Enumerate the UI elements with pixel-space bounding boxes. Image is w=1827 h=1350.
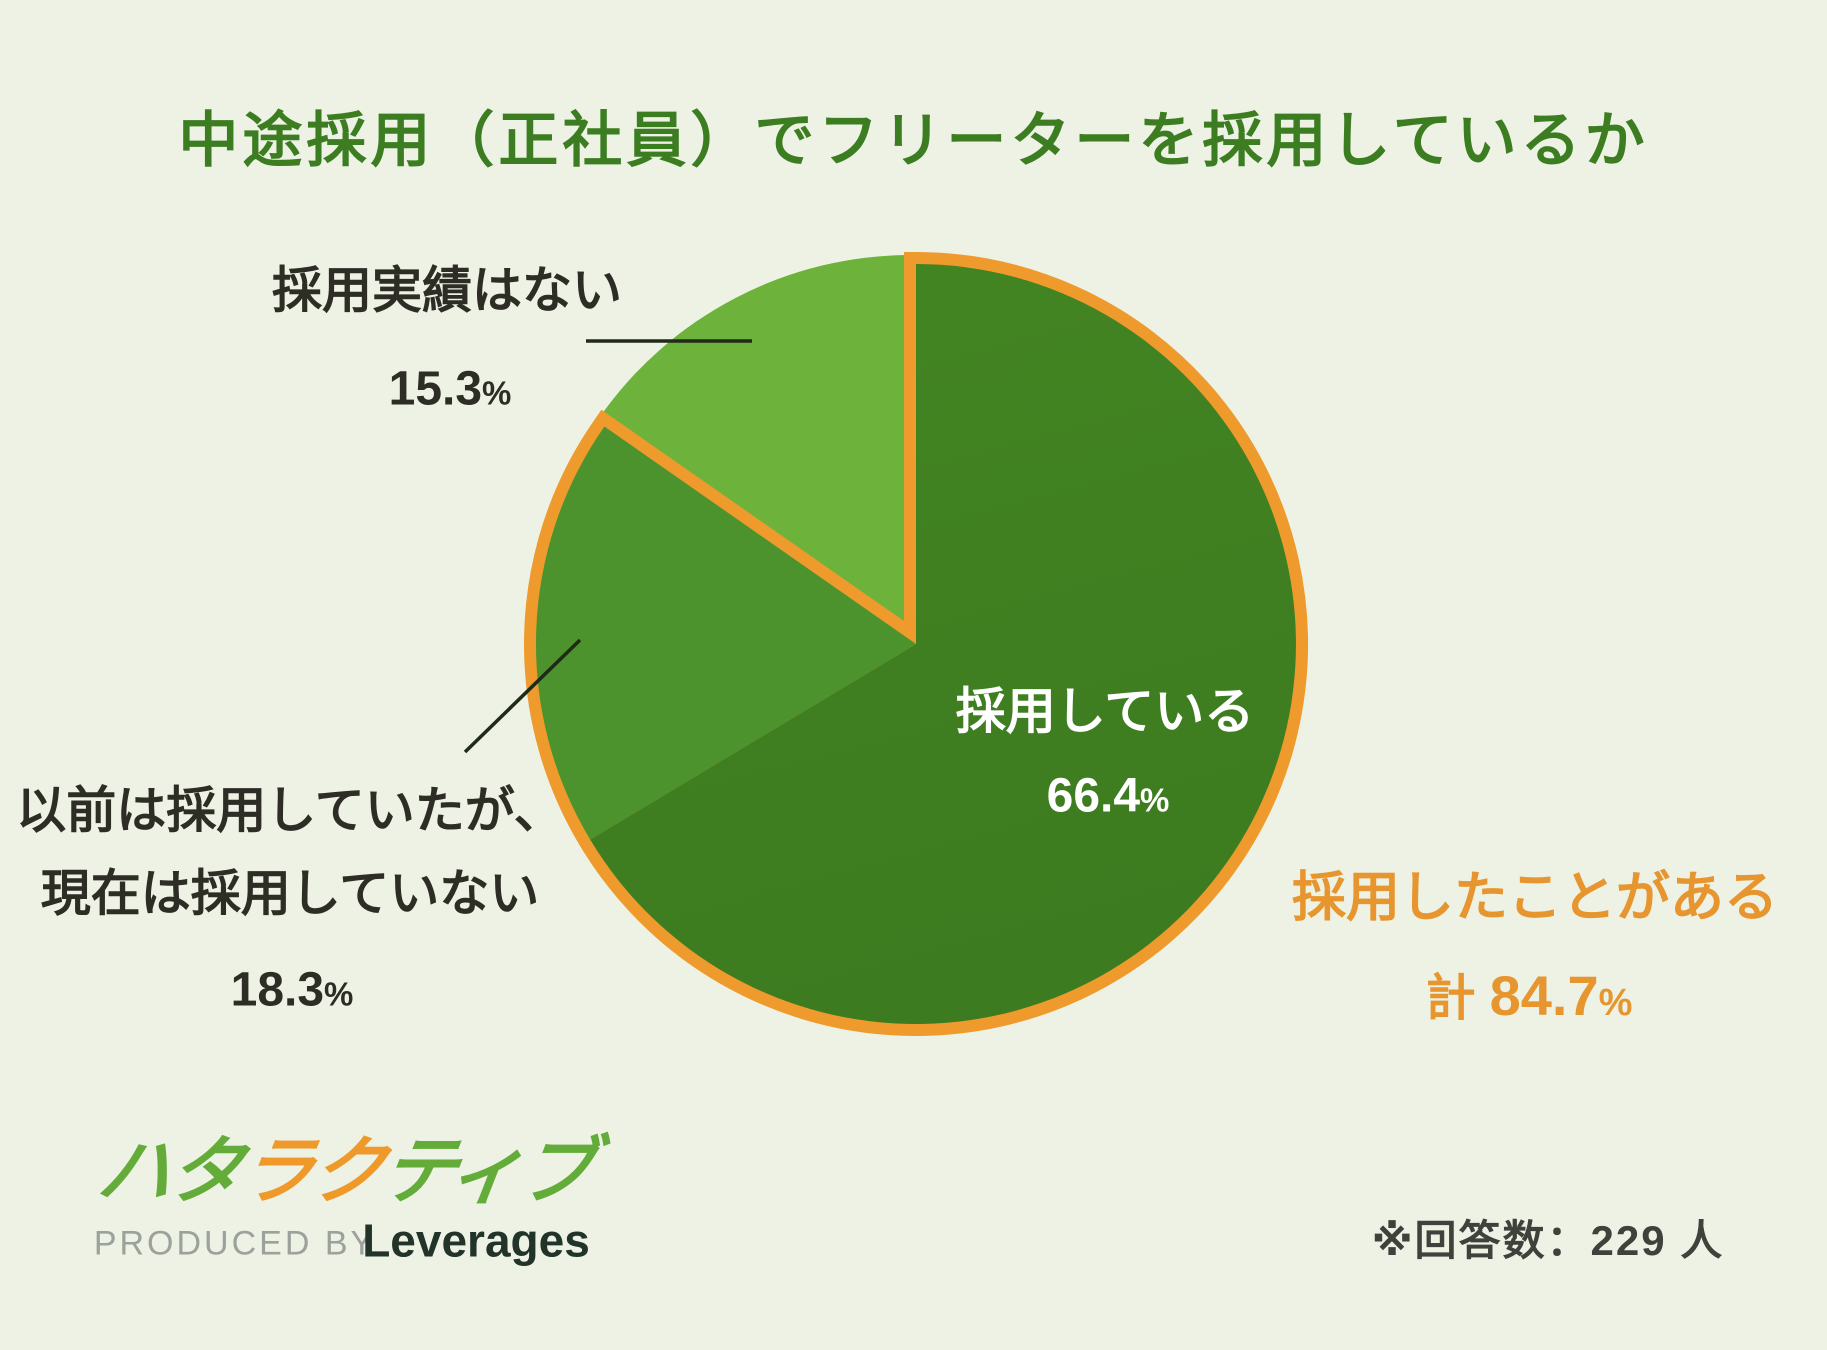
pie-slice-hiring: [590, 264, 1296, 1024]
annotation-hired-total-prefix: 計: [1425, 970, 1476, 1027]
logo-part-green2: ティブ: [376, 1129, 598, 1213]
label-previously-line2: 現在は採用していない: [40, 865, 540, 922]
logo-company-name: Leverages: [362, 1214, 590, 1267]
annotation-hired-total-value: 84.7: [1489, 964, 1599, 1028]
label-hiring-percent-value: 66.4: [1046, 769, 1141, 823]
label-no-record-text: 採用実績はない: [272, 262, 622, 319]
logo-produced-by: PRODUCED BY: [93, 1224, 377, 1263]
pie-slice-no-record: [599, 255, 911, 635]
label-hiring-text: 採用している: [955, 683, 1255, 740]
label-hiring-percent-unit: %: [1140, 781, 1170, 819]
label-no-record-percent: 15.3%: [388, 362, 512, 417]
chart-title: 中途採用（正社員）でフリーターを採用しているか: [178, 107, 1649, 174]
logo-part-orange: ラク: [234, 1129, 389, 1213]
label-previously-percent-value: 18.3: [230, 963, 325, 1017]
label-previously-percent-unit: %: [324, 975, 354, 1013]
label-hiring-percent: 66.4%: [1046, 769, 1170, 824]
label-no-record-percent-unit: %: [482, 374, 512, 412]
respondent-count-note: ※回答数：229 人: [1371, 1216, 1725, 1264]
annotation-hired-total-percent: 計 84.7%: [1426, 965, 1633, 1027]
label-previously-line1: 以前は採用していたが、: [16, 782, 564, 839]
annotation-hired-total-unit: %: [1598, 982, 1633, 1025]
logo-part-green1: ハタ: [92, 1129, 247, 1213]
leader-line-previously: [463, 638, 582, 754]
pie-slice-previously: [535, 426, 916, 840]
annotation-hired-total-text: 採用したことがある: [1292, 867, 1778, 928]
hatarakutive-logo: ハタラクティブ: [92, 1129, 598, 1213]
label-no-record-percent-value: 15.3: [388, 362, 483, 416]
label-previously-percent: 18.3%: [230, 963, 354, 1018]
